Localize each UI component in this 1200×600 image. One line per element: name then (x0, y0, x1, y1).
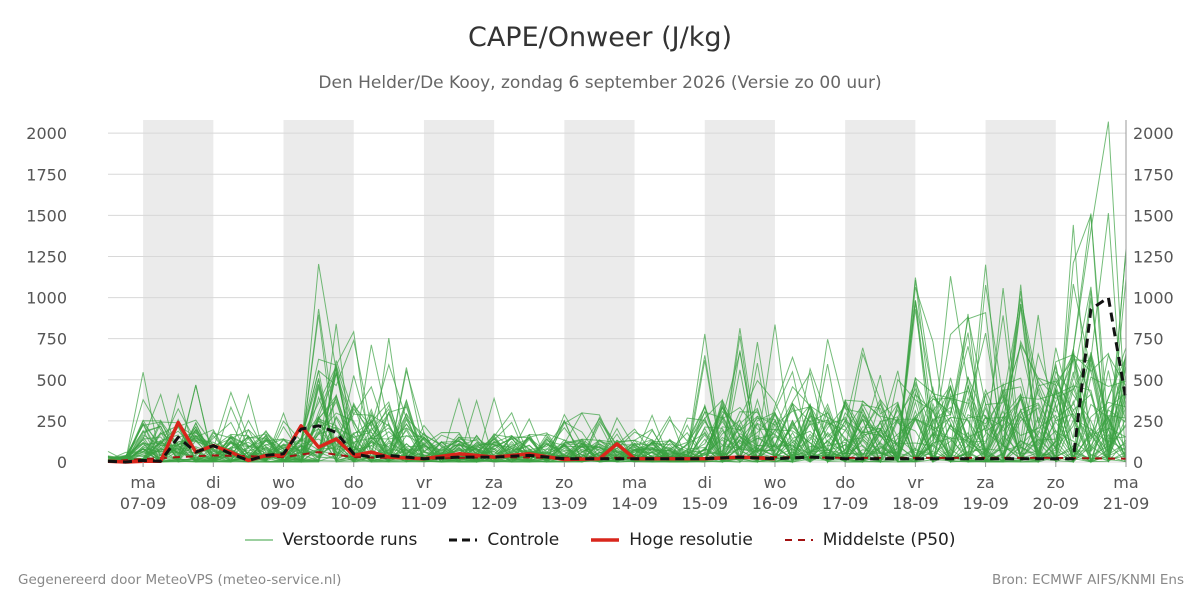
chart-subtitle: Den Helder/De Kooy, zondag 6 september 2… (318, 73, 882, 93)
y-tick-label-right: 1000 (1133, 289, 1174, 308)
axes: 0 0 250 250 500 500 750 750 1000 1000 1250 1250 1500… (26, 120, 1174, 513)
legend-label-p50: Middelste (P50) (822, 530, 956, 550)
weekend-band (845, 120, 916, 462)
x-tick-day: ma (622, 473, 647, 492)
ensemble-member-line (107, 224, 1127, 463)
y-tick-label-right: 500 (1133, 371, 1164, 390)
x-tick-date: 10-09 (330, 494, 377, 513)
x-tick-day: zo (1047, 473, 1065, 492)
legend-swatch-ensemble (244, 539, 273, 541)
y-tick-label-right: 1750 (1133, 165, 1174, 184)
ensemble-member-line (107, 284, 1127, 463)
ensemble-member-line (107, 290, 1127, 464)
series-line-hoge-resolutie (107, 420, 776, 464)
y-tick-label-left: 2000 (26, 124, 67, 143)
series-line-controle (107, 296, 1128, 464)
chart-title: CAPE/Onweer (J/kg) (467, 22, 732, 53)
y-tick-label-left: 1750 (26, 165, 67, 184)
y-tick-label-left: 1250 (26, 247, 67, 266)
x-tick-day: vr (416, 473, 432, 492)
x-tick-day: za (485, 473, 503, 492)
x-tick-day: zo (555, 473, 573, 492)
y-tick-label-right: 0 (1133, 453, 1143, 472)
legend-label-control: Controle (487, 530, 560, 550)
x-tick-day: do (344, 473, 364, 492)
y-tick-label-right: 250 (1133, 412, 1164, 431)
y-tick-label-left: 500 (36, 371, 67, 390)
footer-source: Bron: ECMWF AIFS/KNMI Ens (991, 572, 1184, 588)
legend-item-ensemble[interactable]: Verstoorde runs (244, 530, 418, 550)
legend-swatch-control (449, 538, 478, 542)
x-tick-day: za (976, 473, 994, 492)
legend-item-hires[interactable]: Hoge resolutie (591, 530, 753, 550)
x-tick-day: do (835, 473, 855, 492)
legend-swatch-p50 (784, 539, 813, 541)
x-tick-date: 14-09 (611, 494, 658, 513)
x-tick-day: wo (272, 473, 295, 492)
legend-label-hires: Hoge resolutie (629, 530, 753, 550)
x-tick-date: 17-09 (822, 494, 869, 513)
legend-swatch-hires (591, 538, 620, 542)
day-bands (143, 120, 1056, 462)
x-tick-date: 12-09 (471, 494, 518, 513)
weekend-band (283, 120, 354, 462)
legend-label-ensemble: Verstoorde runs (282, 530, 418, 550)
x-tick-date: 19-09 (962, 494, 1009, 513)
x-tick-day: ma (130, 473, 155, 492)
x-tick-date: 21-09 (1103, 494, 1150, 513)
x-tick-date: 11-09 (401, 494, 448, 513)
y-tick-label-left: 1000 (26, 289, 67, 308)
y-tick-label-left: 750 (36, 330, 67, 349)
y-tick-label-right: 750 (1133, 330, 1164, 349)
weekend-band (564, 120, 635, 462)
main-series (107, 296, 1128, 464)
y-tick-label-right: 1500 (1133, 206, 1174, 225)
x-tick-day: di (206, 473, 221, 492)
x-tick-date: 13-09 (541, 494, 588, 513)
y-tick-label-left: 1500 (26, 206, 67, 225)
weekend-band (423, 120, 495, 462)
ensemble-member-line (107, 214, 1127, 463)
x-tick-date: 16-09 (752, 494, 799, 513)
y-tick-label-left: 0 (57, 453, 67, 472)
x-tick-day: wo (764, 473, 787, 492)
ensemble-member-line (107, 316, 1127, 464)
footer-generator: Gegenereerd door MeteoVPS (meteo-service… (18, 572, 342, 588)
ensemble-member-line (107, 213, 1127, 464)
y-tick-label-right: 2000 (1133, 124, 1174, 143)
x-tick-day: ma (1113, 473, 1138, 492)
x-tick-date: 15-09 (682, 494, 729, 513)
x-tick-day: di (697, 473, 712, 492)
x-tick-day: vr (907, 473, 923, 492)
x-tick-date: 18-09 (892, 494, 939, 513)
weekend-band (143, 120, 214, 462)
legend-item-p50[interactable]: Middelste (P50) (784, 530, 956, 550)
x-tick-date: 08-09 (190, 494, 237, 513)
x-tick-date: 09-09 (260, 494, 307, 513)
legend-item-control[interactable]: Controle (449, 530, 559, 550)
x-tick-date: 07-09 (120, 494, 167, 513)
x-tick-date: 20-09 (1033, 494, 1080, 513)
legend: Verstoorde runs Controle Hoge resolutie … (0, 530, 1200, 550)
ensemble-member-line (107, 276, 1127, 463)
y-tick-label-left: 250 (36, 412, 67, 431)
y-tick-label-right: 1250 (1133, 247, 1174, 266)
